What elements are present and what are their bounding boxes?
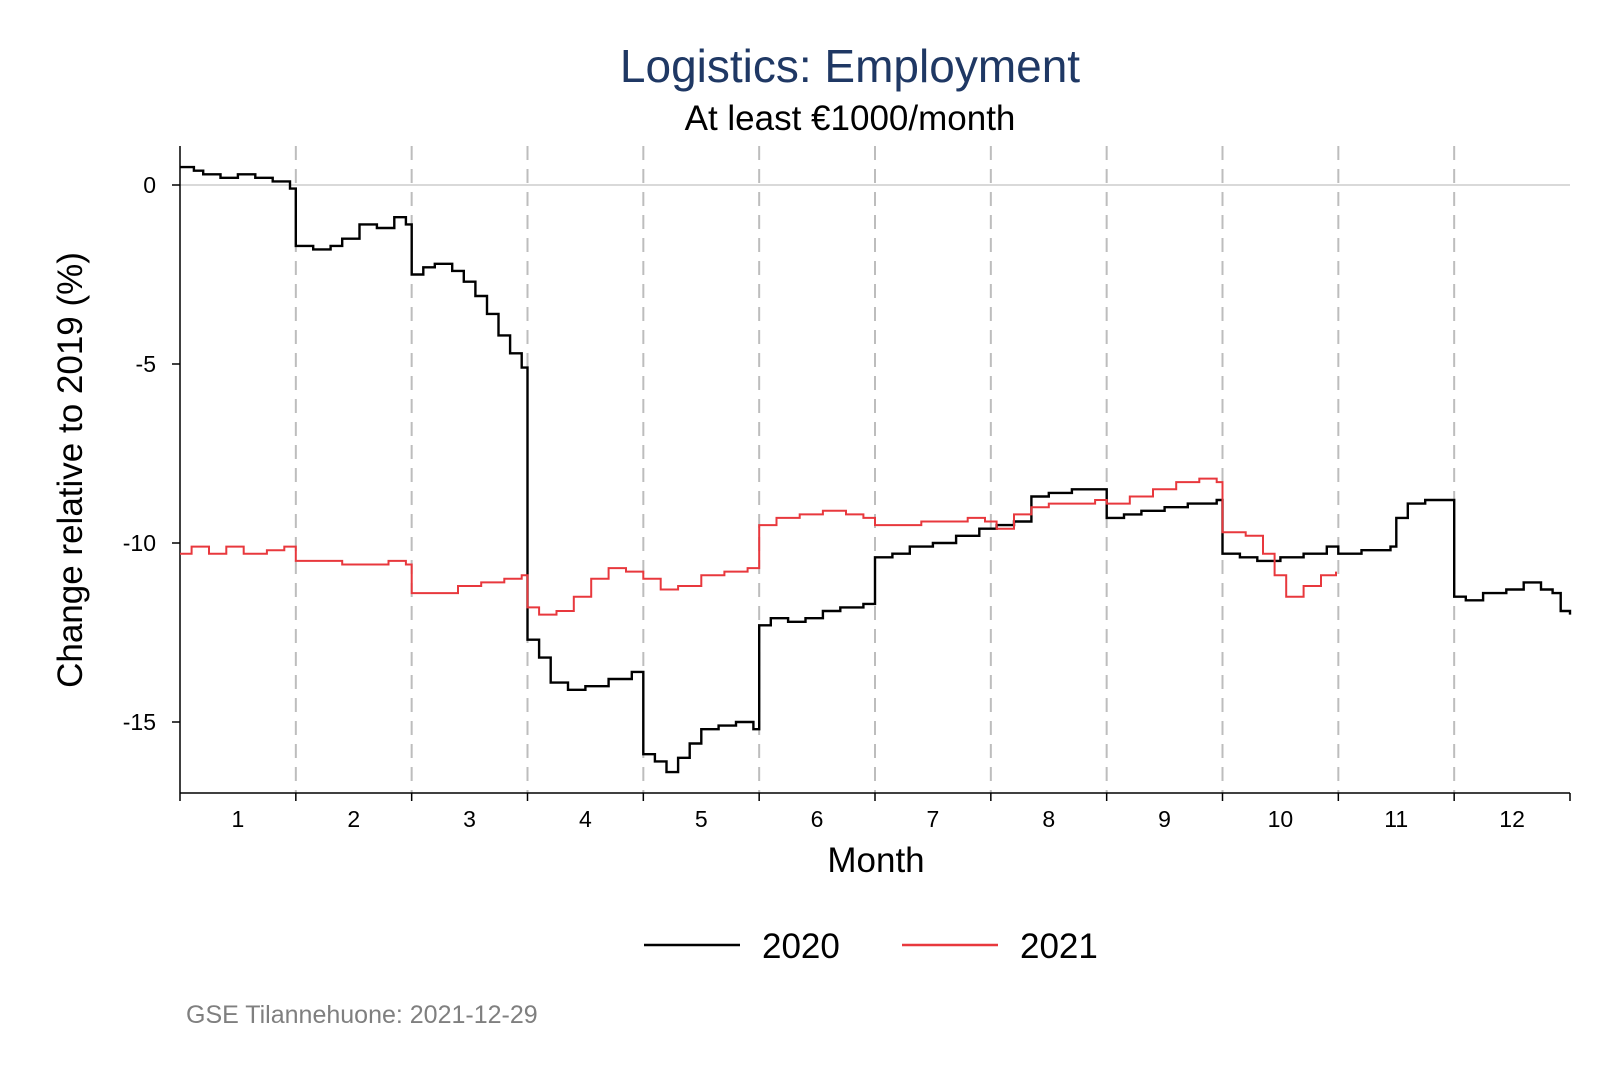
- legend: 2020 2021: [644, 927, 1098, 966]
- x-tick-label: 4: [579, 806, 592, 832]
- x-tick-label: 5: [695, 806, 708, 832]
- x-tick-label: 2: [347, 806, 360, 832]
- x-tick-label: 12: [1499, 806, 1525, 832]
- chart-title: Logistics: Employment: [620, 40, 1080, 92]
- series-line-2020: [180, 165, 1572, 774]
- y-axis-ticks: 0 -5 -10 -15: [123, 172, 180, 735]
- x-tick-label: 10: [1268, 806, 1294, 832]
- series-line-2021: [180, 477, 1337, 616]
- x-tick-label: 6: [811, 806, 824, 832]
- series-layer: [180, 165, 1572, 774]
- x-tick-label: 1: [232, 806, 245, 832]
- y-tick-label: -5: [136, 351, 156, 377]
- x-tick-label: 9: [1158, 806, 1171, 832]
- x-axis-label: Month: [827, 841, 924, 880]
- x-tick-label: 8: [1042, 806, 1055, 832]
- legend-label-2020: 2020: [762, 927, 840, 966]
- x-tick-label: 7: [927, 806, 940, 832]
- x-axis-ticks: 1 2 3 4 5 6 7 8 9 10 11 12: [179, 793, 1571, 832]
- x-tick-label: 3: [463, 806, 476, 832]
- y-axis-label: Change relative to 2019 (%): [51, 252, 90, 688]
- legend-label-2021: 2021: [1020, 927, 1098, 966]
- source-note: GSE Tilannehuone: 2021-12-29: [186, 1001, 538, 1029]
- gridlines: [180, 146, 1570, 793]
- chart-subtitle: At least €1000/month: [685, 99, 1016, 138]
- y-tick-label: -15: [123, 709, 156, 735]
- y-tick-label: -10: [123, 530, 156, 556]
- x-tick-label: 11: [1384, 806, 1408, 832]
- y-tick-label: 0: [143, 172, 156, 198]
